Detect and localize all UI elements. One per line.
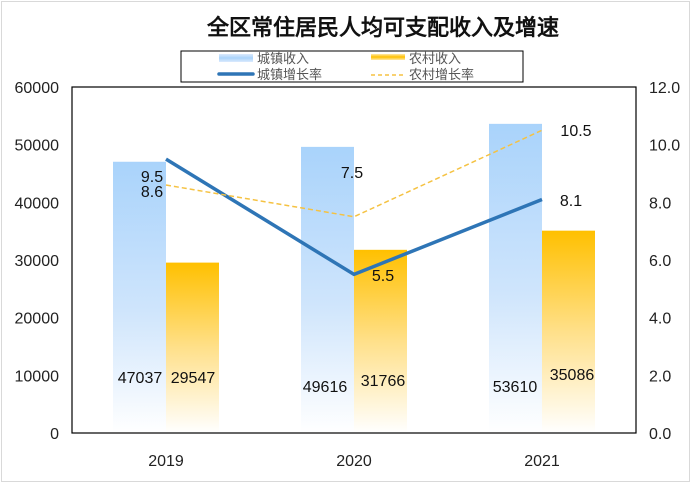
plot-frame bbox=[71, 86, 637, 434]
data-label-urban-income: 49616 bbox=[303, 379, 348, 396]
y-left-tick-label: 50000 bbox=[15, 138, 60, 155]
y-right-tick-label: 10.0 bbox=[649, 138, 680, 155]
legend-label-urban-growth: 城镇增长率 bbox=[257, 67, 322, 83]
legend-swatch-urban-income bbox=[219, 54, 253, 62]
y-right-tick-label: 4.0 bbox=[649, 311, 671, 328]
y-left-tick-label: 10000 bbox=[15, 368, 60, 385]
data-label-rural-growth: 8.6 bbox=[141, 184, 163, 201]
legend-item-urban-income: 城镇收入 bbox=[219, 52, 309, 67]
legend-label-rural-growth: 农村增长率 bbox=[409, 67, 474, 83]
x-tick-label: 2021 bbox=[524, 453, 560, 470]
legend: 城镇收入 农村收入 城镇增长率 农村增长率 bbox=[180, 50, 524, 83]
legend-item-rural-income: 农村收入 bbox=[371, 52, 461, 67]
legend-item-rural-growth: 农村增长率 bbox=[371, 67, 474, 83]
legend-item-urban-growth: 城镇增长率 bbox=[217, 67, 322, 83]
data-label-urban-growth: 9.5 bbox=[141, 169, 163, 186]
bar-rural-income bbox=[354, 249, 407, 433]
x-tick-label: 2019 bbox=[148, 453, 184, 470]
y-left-tick-label: 20000 bbox=[15, 311, 60, 328]
data-label-urban-growth: 5.5 bbox=[372, 268, 394, 285]
y-left-tick-label: 40000 bbox=[15, 195, 60, 212]
data-label-urban-growth: 8.1 bbox=[560, 193, 582, 210]
data-label-rural-income: 31766 bbox=[361, 373, 406, 390]
y-right-tick-label: 12.0 bbox=[649, 80, 680, 97]
bar-rural-income bbox=[166, 262, 219, 433]
y-right-tick-label: 0.0 bbox=[649, 426, 671, 443]
y-left-tick-label: 0 bbox=[50, 426, 59, 443]
y-right-tick-label: 8.0 bbox=[649, 195, 671, 212]
y-left-tick-label: 60000 bbox=[15, 80, 60, 97]
data-label-rural-growth: 7.5 bbox=[341, 165, 363, 182]
data-label-rural-income: 35086 bbox=[550, 367, 595, 384]
data-label-rural-income: 29547 bbox=[171, 370, 216, 387]
data-label-urban-income: 47037 bbox=[118, 370, 163, 387]
x-tick-label: 2020 bbox=[336, 453, 372, 470]
bar-urban-income bbox=[113, 161, 166, 433]
legend-label-urban-income: 城镇收入 bbox=[257, 52, 309, 67]
bar-rural-income bbox=[542, 230, 595, 433]
legend-swatch-rural-income bbox=[371, 54, 405, 60]
data-label-rural-growth: 10.5 bbox=[560, 123, 591, 140]
y-left-tick-label: 30000 bbox=[15, 253, 60, 270]
chart-title: 全区常住居民人均可支配收入及增速 bbox=[206, 15, 559, 41]
line-rural-growth bbox=[165, 129, 543, 218]
bar-urban-income bbox=[489, 123, 542, 433]
legend-label-rural-income: 农村收入 bbox=[409, 52, 461, 67]
bar-urban-income bbox=[301, 146, 354, 433]
y-right-tick-label: 6.0 bbox=[649, 253, 671, 270]
data-label-urban-income: 53610 bbox=[493, 379, 538, 396]
y-right-tick-label: 2.0 bbox=[649, 368, 671, 385]
